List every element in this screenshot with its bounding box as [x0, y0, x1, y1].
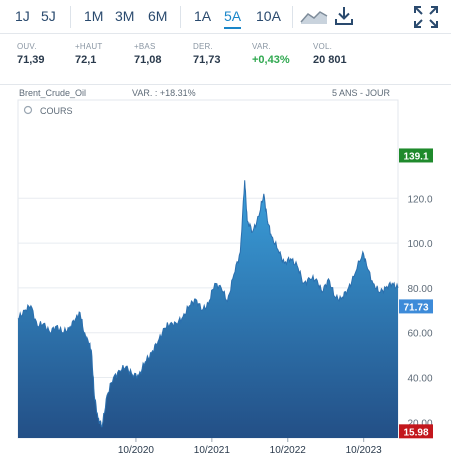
stat-open: OUV. 71,39 [17, 42, 45, 66]
stat-label: DER. [193, 42, 213, 51]
stat-value: 72,1 [75, 54, 97, 66]
quote-stats: OUV. 71,39 +HAUT 72,1 +BAS 71,08 DER. 71… [0, 38, 451, 78]
stat-label: VOL. [313, 42, 333, 51]
stat-high: +HAUT 72,1 [75, 42, 102, 66]
stat-variation: VAR. +0,43% [252, 42, 290, 66]
y-tick-label: 80.00 [407, 284, 432, 295]
max-value-badge: 139.1 [403, 151, 428, 162]
stat-value: +0,43% [252, 54, 290, 66]
stat-label: VAR. [252, 42, 271, 51]
y-tick-label: 20.00 [407, 418, 432, 429]
y-tick-label: 120.0 [407, 194, 432, 205]
price-area [18, 180, 398, 439]
y-tick-label: 60.00 [407, 329, 432, 340]
last-value-badge-bg [399, 299, 433, 314]
chart-toolbar: 1J 5J 1M 3M 6M 1A 5A 10A [0, 0, 451, 34]
stat-value: 20 801 [313, 54, 347, 66]
x-tick-label: 10/2020 [118, 445, 155, 456]
divider [180, 6, 181, 28]
period-1m-button[interactable]: 1M [84, 8, 104, 24]
period-variation: VAR. : +18.31% [132, 88, 196, 98]
x-tick-label: 10/2023 [346, 445, 383, 456]
period-5d-button[interactable]: 5J [41, 8, 56, 24]
period-6m-button[interactable]: 6M [148, 8, 168, 24]
y-tick-label: 100.0 [407, 239, 432, 250]
stat-label: +HAUT [75, 42, 103, 51]
y-tick-label: 40.00 [407, 374, 432, 385]
period-5y-button[interactable]: 5A [224, 8, 242, 29]
x-tick-label: 10/2021 [194, 445, 231, 456]
last-value-badge: 71.73 [403, 302, 428, 313]
fullscreen-icon[interactable] [412, 4, 440, 35]
x-tick-label: 10/2022 [270, 445, 307, 456]
instrument-name: Brent_Crude_Oil [19, 88, 87, 98]
divider [292, 6, 293, 28]
period-1d-button[interactable]: 1J [15, 8, 30, 24]
stat-volume: VOL. 20 801 [313, 42, 347, 66]
download-icon[interactable] [332, 4, 356, 33]
series-name: COURS [40, 106, 73, 116]
stat-last: DER. 71,73 [193, 42, 221, 66]
period-10y-button[interactable]: 10A [256, 8, 281, 24]
min-value-badge-bg [399, 424, 433, 439]
price-line [17, 180, 399, 428]
period-1y-button[interactable]: 1A [194, 8, 212, 24]
gear-icon [23, 105, 33, 115]
stat-value: 71,73 [193, 54, 221, 66]
min-value-badge: 15.98 [403, 427, 428, 438]
area-chart-icon[interactable] [299, 4, 329, 33]
chart-header: Brent_Crude_Oil VAR. : +18.31% 5 ANS - J… [0, 84, 451, 100]
divider [70, 6, 71, 28]
stat-value: 71,08 [134, 54, 162, 66]
stat-label: OUV. [17, 42, 37, 51]
period-3m-button[interactable]: 3M [115, 8, 135, 24]
stat-low: +BAS 71,08 [134, 42, 162, 66]
max-value-badge-bg [399, 148, 433, 163]
stat-value: 71,39 [17, 54, 45, 66]
series-label: COURS [23, 105, 73, 116]
chart-range: 5 ANS - JOUR [332, 88, 391, 98]
stat-label: +BAS [134, 42, 156, 51]
